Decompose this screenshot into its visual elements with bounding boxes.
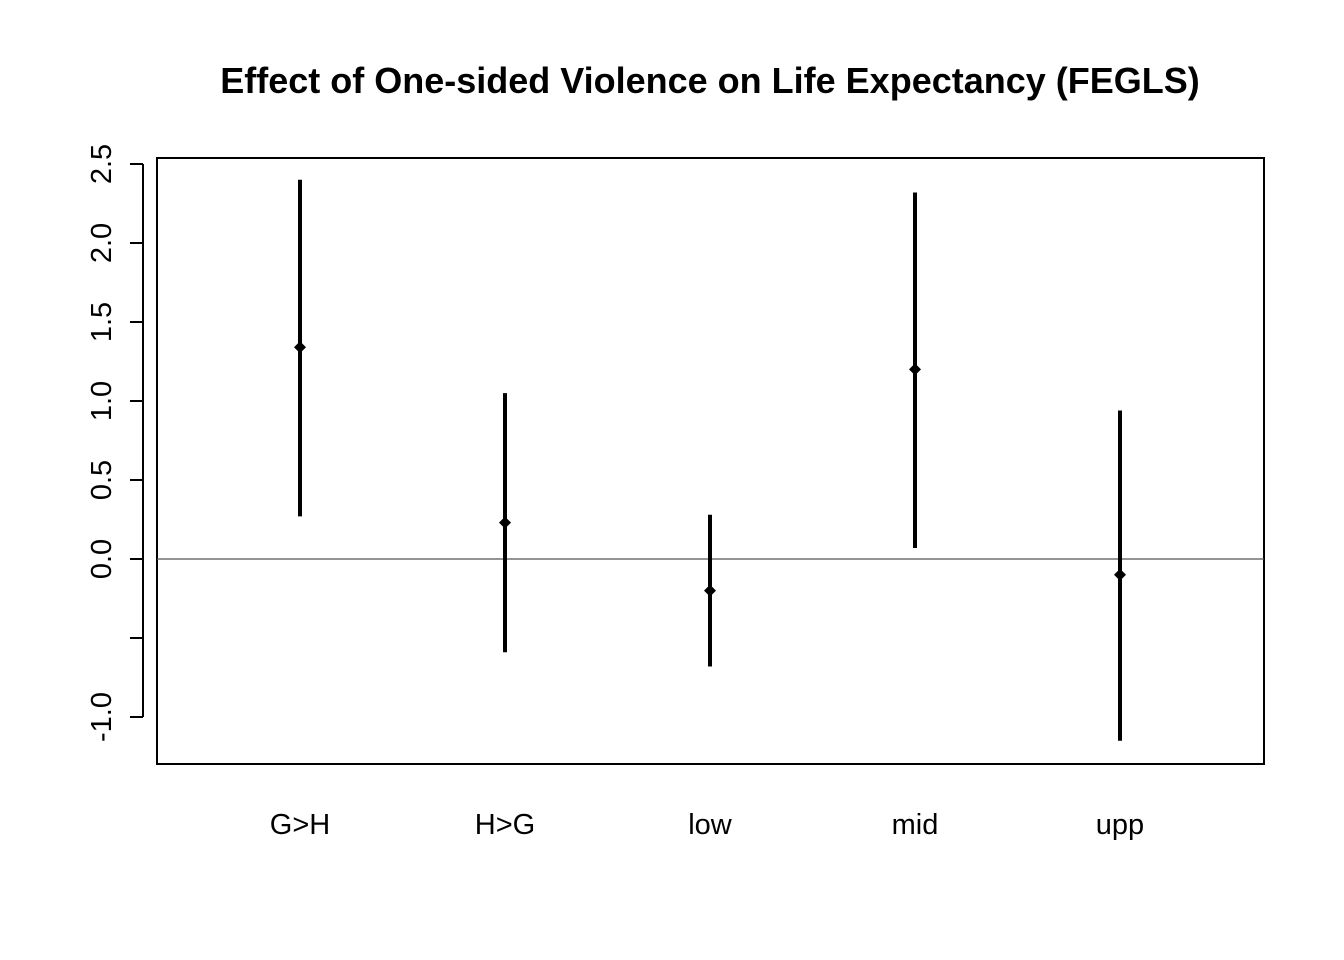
point-estimate	[704, 584, 716, 597]
chart-title: Effect of One-sided Violence on Life Exp…	[220, 60, 1200, 101]
y-tick-label: 1.0	[86, 381, 118, 421]
y-tick-label: 1.5	[86, 302, 118, 342]
x-tick-label: mid	[892, 809, 939, 841]
y-tick-label: 2.0	[86, 223, 118, 263]
x-tick-label: G>H	[270, 809, 330, 841]
x-tick-label: upp	[1096, 809, 1144, 841]
x-axis-labels: G>H H>G low mid upp	[270, 809, 1144, 841]
point-estimate	[499, 516, 511, 529]
y-tick-label: -1.0	[86, 692, 118, 742]
x-tick-label: low	[688, 809, 733, 841]
point-estimate	[1114, 568, 1126, 581]
y-tick-label: 0.0	[86, 539, 118, 579]
error-bars	[298, 179, 1122, 741]
y-tick-label: 0.5	[86, 460, 118, 500]
x-tick-label: H>G	[475, 809, 535, 841]
plot-frame	[156, 157, 1265, 765]
y-tick-label: 2.5	[86, 144, 118, 184]
point-estimate	[909, 363, 921, 376]
point-estimate	[294, 341, 306, 354]
point-estimates	[294, 341, 1126, 597]
y-axis-ticks: -1.0 0.0 0.5 1.0 1.5 2.0 2.5	[86, 144, 143, 742]
